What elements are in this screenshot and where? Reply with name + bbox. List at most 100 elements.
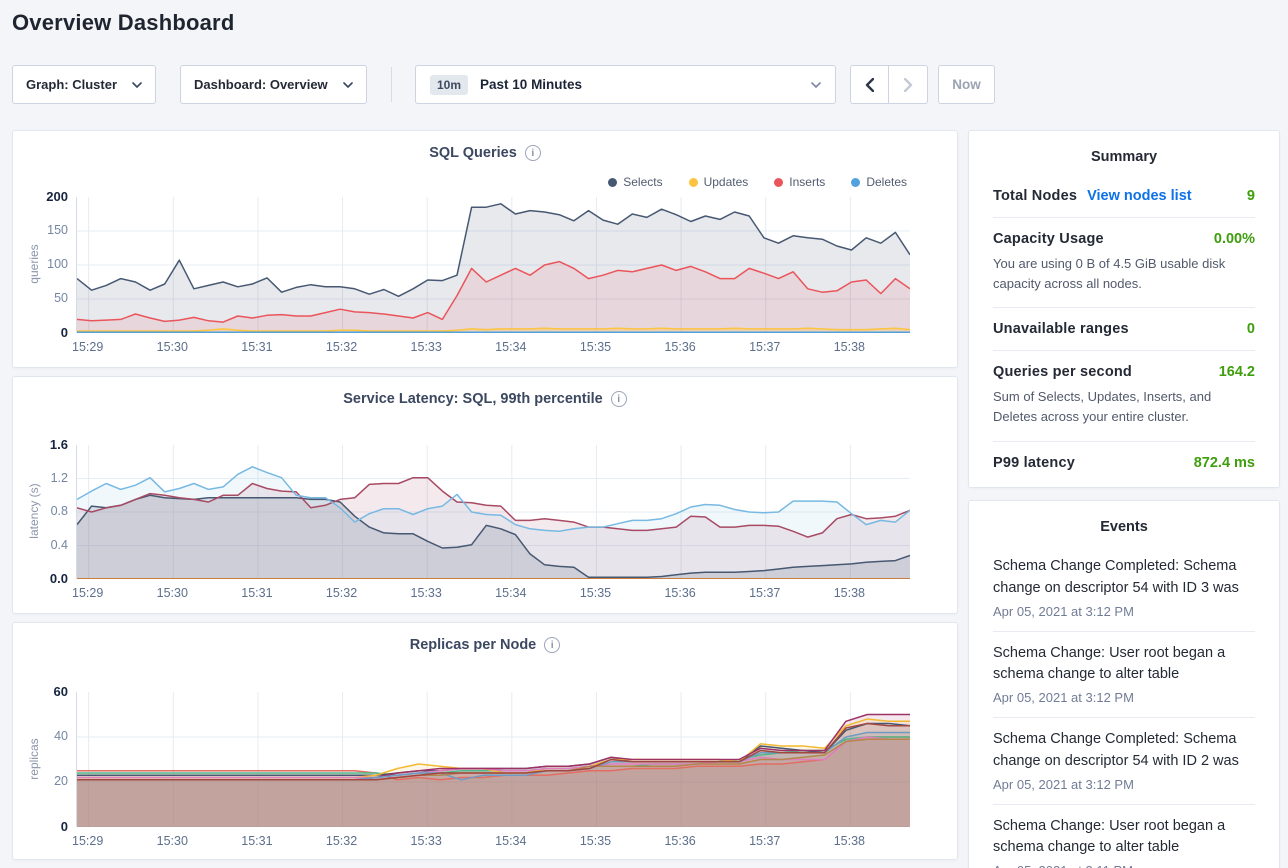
- summary-value: 0: [1246, 321, 1255, 338]
- chart-plot-area[interactable]: queries 0 50 100 150 200 15:29 15:30 15:31 15:32 1…: [13, 131, 957, 367]
- event-message[interactable]: Schema Change: User root began a schema …: [993, 644, 1226, 683]
- x-tick-label: 15:38: [833, 340, 865, 354]
- event-message[interactable]: Schema Change Completed: Schema change o…: [993, 558, 1239, 596]
- info-icon[interactable]: i: [610, 391, 627, 407]
- chart-legend: Selects Updates Inserts Deletes: [608, 175, 907, 189]
- view-nodes-list-link[interactable]: View nodes list: [1087, 188, 1192, 204]
- time-range-label: Past 10 Minutes: [480, 77, 583, 92]
- y-tick-label: 20: [54, 774, 68, 788]
- event-item: Schema Change: User root began a schema …: [993, 632, 1255, 718]
- legend-item-selects[interactable]: Selects: [608, 175, 663, 189]
- event-timestamp: Apr 05, 2021 at 3:12 PM: [993, 690, 1134, 705]
- x-tick-label: 15:34: [495, 340, 527, 354]
- chart-plot-area[interactable]: replicas 0 20 40 60 15:29 15:30 15:31 15:32 15:33…: [13, 623, 957, 859]
- series-area: [77, 466, 910, 579]
- event-message[interactable]: Schema Change Completed: Schema change o…: [993, 731, 1239, 769]
- chart-title: Replicas per Node: [409, 637, 537, 653]
- summary-note: You are using 0 B of 4.5 GiB usable disk…: [993, 256, 1226, 292]
- service-latency-chart-panel: Service Latency: SQL, 99th percentile i …: [12, 376, 958, 614]
- summary-value: 0.00%: [1213, 231, 1255, 247]
- summary-label: Total Nodes: [993, 188, 1078, 204]
- plot-canvas[interactable]: [76, 197, 911, 334]
- chart-header: Service Latency: SQL, 99th percentile i: [13, 391, 957, 407]
- chart-plot-area[interactable]: latency (s) 0.0 0.4 0.8 1.2 1.6 15:29 15:30 15:3…: [13, 377, 957, 613]
- x-tick-label: 15:33: [410, 340, 442, 354]
- x-tick-label: 15:35: [579, 586, 612, 600]
- series-line-updates: [77, 327, 911, 332]
- x-tick-label: 15:38: [833, 586, 865, 600]
- y-tick-label: 0: [60, 325, 68, 340]
- series-line: [77, 736, 910, 781]
- y-tick-label: 0: [60, 819, 68, 834]
- time-range-badge: 10m: [430, 74, 469, 95]
- series-area: [77, 495, 910, 579]
- legend-item-inserts[interactable]: Inserts: [774, 175, 825, 189]
- summary-note: Sum of Selects, Updates, Inserts, and De…: [993, 389, 1212, 425]
- legend-label: Updates: [703, 175, 749, 189]
- legend-item-updates[interactable]: Updates: [688, 175, 749, 189]
- x-tick-label: 15:30: [156, 340, 188, 354]
- legend-dot: [608, 177, 618, 187]
- time-window-nav: [850, 65, 928, 104]
- series-line: [76, 466, 911, 533]
- x-tick-label: 15:36: [664, 340, 696, 354]
- plot-canvas[interactable]: [76, 692, 911, 827]
- x-tick-label: 15:35: [579, 834, 612, 848]
- x-tick-label: 15:32: [325, 340, 358, 354]
- y-tick-label: 100: [47, 257, 68, 271]
- summary-value: 872.4 ms: [1193, 454, 1255, 471]
- dashboard-dropdown[interactable]: Dashboard: Overview: [180, 65, 367, 104]
- graph-dropdown[interactable]: Graph: Cluster: [12, 65, 156, 104]
- x-tick-label: 15:31: [241, 340, 273, 354]
- dashboard-dropdown-label: Dashboard: Overview: [194, 77, 328, 92]
- toolbar-divider: [391, 67, 392, 102]
- info-icon[interactable]: i: [524, 145, 541, 161]
- x-tick-label: 15:33: [410, 834, 442, 848]
- legend-dot: [688, 177, 698, 187]
- legend-label: Selects: [623, 175, 663, 189]
- y-tick-label: 0.4: [50, 537, 68, 552]
- time-next-button[interactable]: [889, 66, 927, 103]
- summary-title: Summary: [1090, 149, 1158, 165]
- x-tick-label: 15:37: [749, 834, 781, 848]
- event-item: Schema Change Completed: Schema change o…: [993, 545, 1255, 632]
- series-area: [77, 737, 910, 827]
- event-message[interactable]: Schema Change: User root began a schema …: [993, 817, 1226, 856]
- event-item: Schema Change: User root began a schema …: [993, 805, 1255, 868]
- summary-row-main: Total Nodes View nodes list 9: [993, 188, 1255, 204]
- chart-header: SQL Queries i: [13, 145, 957, 161]
- summary-row-main: Unavailable ranges 0: [993, 321, 1255, 337]
- y-tick-label: 150: [47, 223, 68, 237]
- legend-label: Deletes: [866, 175, 907, 189]
- chevron-down-icon: [343, 81, 353, 88]
- graph-dropdown-label: Graph: Cluster: [26, 77, 118, 92]
- now-button[interactable]: Now: [938, 65, 995, 104]
- legend-item-deletes[interactable]: Deletes: [851, 175, 907, 189]
- event-timestamp: Apr 05, 2021 at 3:11 PM: [993, 863, 1255, 868]
- chevron-down-icon: [132, 81, 142, 88]
- time-prev-button[interactable]: [851, 66, 889, 103]
- series-line: [76, 494, 911, 579]
- info-icon[interactable]: i: [544, 637, 561, 653]
- series-line-inserts: [76, 260, 911, 323]
- event-timestamp: Apr 05, 2021 at 3:12 PM: [993, 603, 1134, 619]
- chevron-right-icon: [903, 77, 912, 92]
- series-line: [77, 736, 910, 779]
- sql-queries-chart-panel: SQL Queries i Selects Updates Inserts Delet…: [12, 130, 958, 368]
- page-title: Overview Dashboard: [12, 10, 235, 35]
- summary-row: Unavailable ranges 0: [993, 308, 1255, 352]
- time-range-dropdown[interactable]: 10m Past 10 Minutes: [415, 65, 836, 104]
- summary-value: 9: [1246, 188, 1255, 204]
- plot-canvas[interactable]: [76, 445, 911, 580]
- legend-dot: [774, 177, 784, 187]
- summary-label: Capacity Usage: [993, 231, 1104, 247]
- series-area: [77, 477, 910, 579]
- summary-label: Unavailable ranges: [993, 321, 1129, 338]
- x-tick-label: 15:38: [833, 834, 865, 848]
- chart-header: Replicas per Node i: [13, 637, 957, 653]
- x-tick-label: 15:29: [72, 586, 104, 600]
- x-tick-label: 15:33: [410, 586, 442, 600]
- x-tick-label: 15:29: [72, 340, 104, 354]
- events-title: Events: [1100, 519, 1148, 535]
